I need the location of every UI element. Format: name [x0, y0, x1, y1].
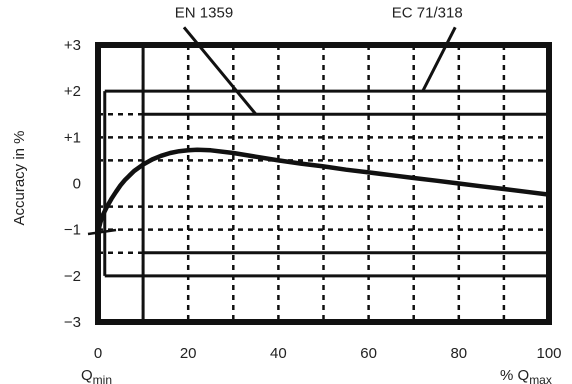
q-min-sub: min	[93, 373, 112, 384]
x-tick-label: 100	[536, 345, 561, 362]
y-tick-label: +1	[64, 129, 81, 146]
q-max-label: % Qmax	[500, 367, 552, 384]
x-tick-label: 80	[450, 345, 467, 362]
y-tick-labels: +3 +2 +1 0 −1 −2 −3	[64, 37, 81, 331]
annotation-label: EN 1359	[175, 4, 233, 21]
q-max-sub: max	[529, 373, 552, 384]
x-tick-labels: 0 20 40 60 80 100	[94, 345, 562, 362]
x-tick-label: 60	[360, 345, 377, 362]
curve-layer	[88, 150, 549, 234]
annotation-leader	[423, 27, 456, 91]
q-min-base: Q	[81, 367, 93, 384]
x-tick-label: 20	[180, 345, 197, 362]
annotation-leader	[184, 27, 256, 114]
y-axis-label: Accuracy in %	[11, 130, 28, 225]
y-tick-label: 0	[73, 176, 81, 193]
q-max-prefix: % Q	[500, 367, 529, 384]
limit-lines-layer	[105, 45, 549, 322]
x-tick-label: 0	[94, 345, 102, 362]
y-tick-label: +2	[64, 83, 81, 100]
annotations-layer: EN 1359 EC 71/318	[175, 4, 463, 114]
y-tick-label: −3	[64, 314, 81, 331]
grid-layer	[98, 45, 549, 322]
annotation-label: EC 71/318	[392, 4, 463, 21]
x-tick-label: 40	[270, 345, 287, 362]
y-tick-label: −2	[64, 268, 81, 285]
y-tick-label: −1	[64, 222, 81, 239]
y-tick-label: +3	[64, 37, 81, 54]
q-min-label: Qmin	[81, 367, 112, 384]
